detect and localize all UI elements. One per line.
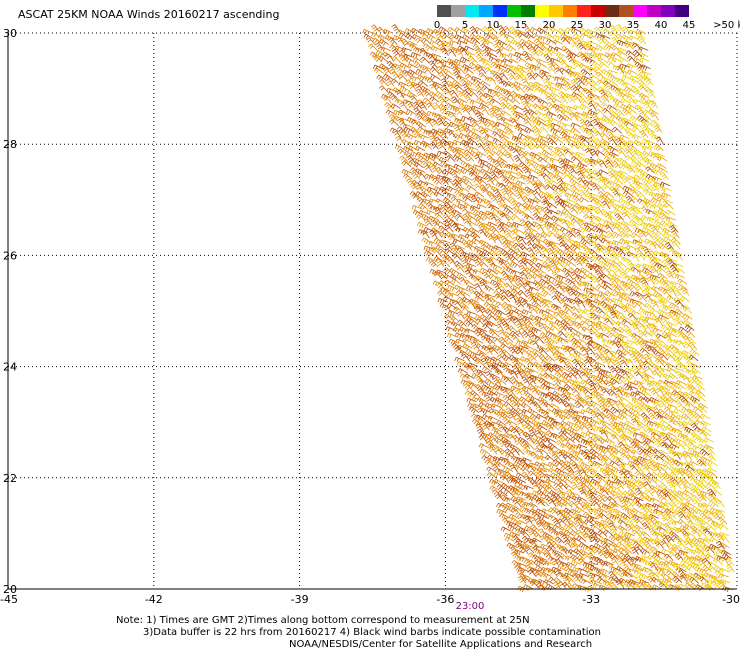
latitude-label: 26: [3, 249, 17, 262]
note-line-2: 3)Data buffer is 22 hrs from 20160217 4)…: [143, 627, 601, 638]
longitude-label: -45: [0, 593, 18, 606]
wind-barbs: [429, 25, 730, 593]
legend-swatch: [437, 5, 451, 17]
axis-labels: -45 -42 -39 -36 -33 -30 20 22 24 26 28 30 23:00: [0, 27, 740, 612]
legend-swatch: [549, 5, 563, 17]
legend-tick-label: 40: [654, 20, 668, 31]
legend-tick-label: 10: [486, 20, 500, 31]
legend-swatch: [577, 5, 591, 17]
longitude-label: -33: [582, 593, 600, 606]
legend-swatch: [647, 5, 661, 17]
wind-barbs: [552, 24, 730, 586]
latitude-label: 30: [3, 27, 17, 40]
wind-barb-swath: [362, 24, 735, 593]
longitude-label: -39: [291, 593, 309, 606]
legend-swatch: [563, 5, 577, 17]
legend-swatch: [619, 5, 633, 17]
legend-swatch: [633, 5, 647, 17]
legend-tick-label: 45: [682, 20, 696, 31]
legend-swatch: [451, 5, 465, 17]
legend-tick-label: 25: [570, 20, 584, 31]
latitude-label: 22: [3, 472, 17, 485]
latitude-label: 24: [3, 361, 17, 374]
legend-tick-label: 15: [514, 20, 528, 31]
wind-barbs: [616, 39, 732, 566]
longitude-label: -42: [145, 593, 163, 606]
legend-tick-label: 30: [598, 20, 612, 31]
wind-barbs: [481, 24, 735, 590]
note-line-3: NOAA/NESDIS/Center for Satellite Applica…: [289, 639, 593, 650]
longitude-label: -36: [436, 593, 454, 606]
latitude-label: 28: [3, 138, 17, 151]
legend-swatch: [493, 5, 507, 17]
legend-swatch: [535, 5, 549, 17]
swath-time-label: 23:00: [456, 601, 485, 612]
legend-tick-label: 0: [433, 20, 441, 31]
map-title: ASCAT 25KM NOAA Winds 20160217 ascending: [18, 8, 280, 21]
legend-swatch: [675, 5, 689, 17]
legend-swatch: [479, 5, 493, 17]
legend-swatch: [661, 5, 675, 17]
note-line-1: Note: 1) Times are GMT 2)Times along bot…: [116, 615, 530, 626]
map-axes: [7, 33, 737, 590]
legend-tick-label: 35: [626, 20, 640, 31]
legend-tick-label: >50 knots: [713, 20, 740, 31]
legend-tick-label: 20: [542, 20, 556, 31]
legend-tick-label: 5: [461, 20, 469, 31]
legend-swatch: [465, 5, 479, 17]
wind-barbs: [363, 25, 733, 593]
legend-swatch: [521, 5, 535, 17]
longitude-label: -30: [722, 593, 740, 606]
latitude-label: 20: [3, 583, 17, 596]
legend-swatch: [605, 5, 619, 17]
legend-swatch: [507, 5, 521, 17]
legend-swatch: [591, 5, 605, 17]
